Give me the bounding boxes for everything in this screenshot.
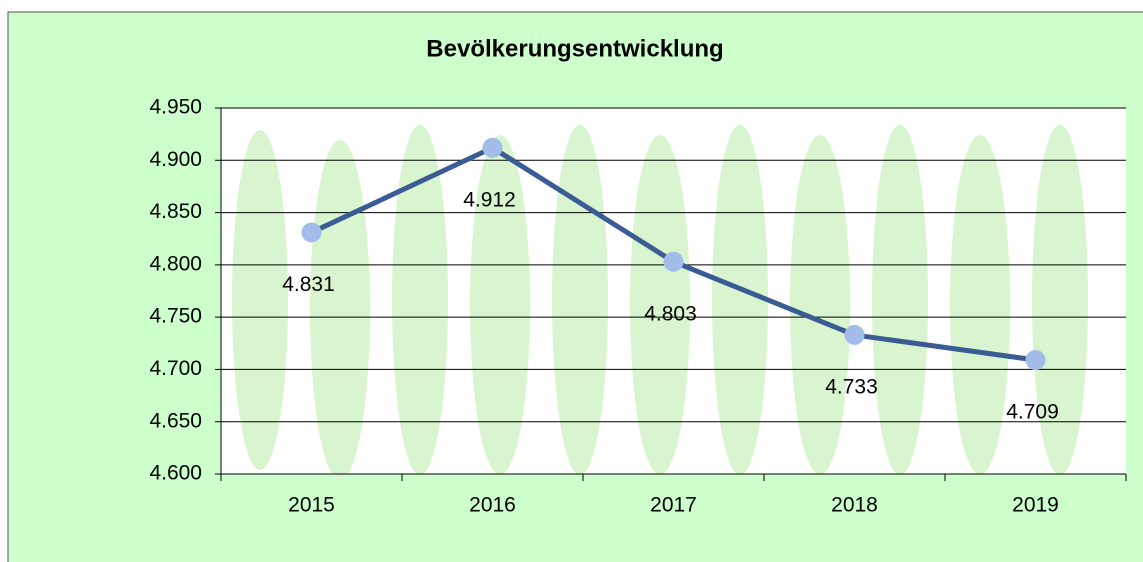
marker (483, 138, 503, 158)
marker (845, 325, 865, 345)
x-tick-label: 2019 (1012, 494, 1059, 517)
y-tick-label: 4.650 (149, 409, 202, 432)
chart: Bevölkerungsentwicklung 4.600 4.650 4.700 4… (0, 0, 1143, 562)
x-tick-label: 2018 (831, 494, 878, 517)
x-tick-label: 2015 (288, 494, 335, 517)
data-label: 4.733 (825, 375, 878, 398)
data-label: 4.709 (1006, 401, 1059, 424)
y-tick-label: 4.850 (149, 200, 202, 223)
page: Bevölkerungsentwicklung 4.600 4.650 4.700 4… (0, 0, 1143, 562)
x-tick-label: 2017 (650, 494, 697, 517)
x-tick-label: 2016 (469, 494, 516, 517)
marker (302, 222, 322, 242)
y-tick-label: 4.900 (149, 148, 202, 171)
marker (1026, 350, 1046, 370)
marker (664, 252, 684, 272)
y-tick-label: 4.750 (149, 305, 202, 328)
data-label: 4.803 (644, 302, 697, 325)
chart-title: Bevölkerungsentwicklung (426, 35, 723, 62)
y-tick-label: 4.950 (149, 96, 202, 119)
data-label: 4.912 (463, 188, 516, 211)
y-tick-label: 4.700 (149, 357, 202, 380)
y-tick-label: 4.800 (149, 252, 202, 275)
y-tick-label: 4.600 (149, 462, 202, 485)
data-label: 4.831 (282, 273, 335, 296)
